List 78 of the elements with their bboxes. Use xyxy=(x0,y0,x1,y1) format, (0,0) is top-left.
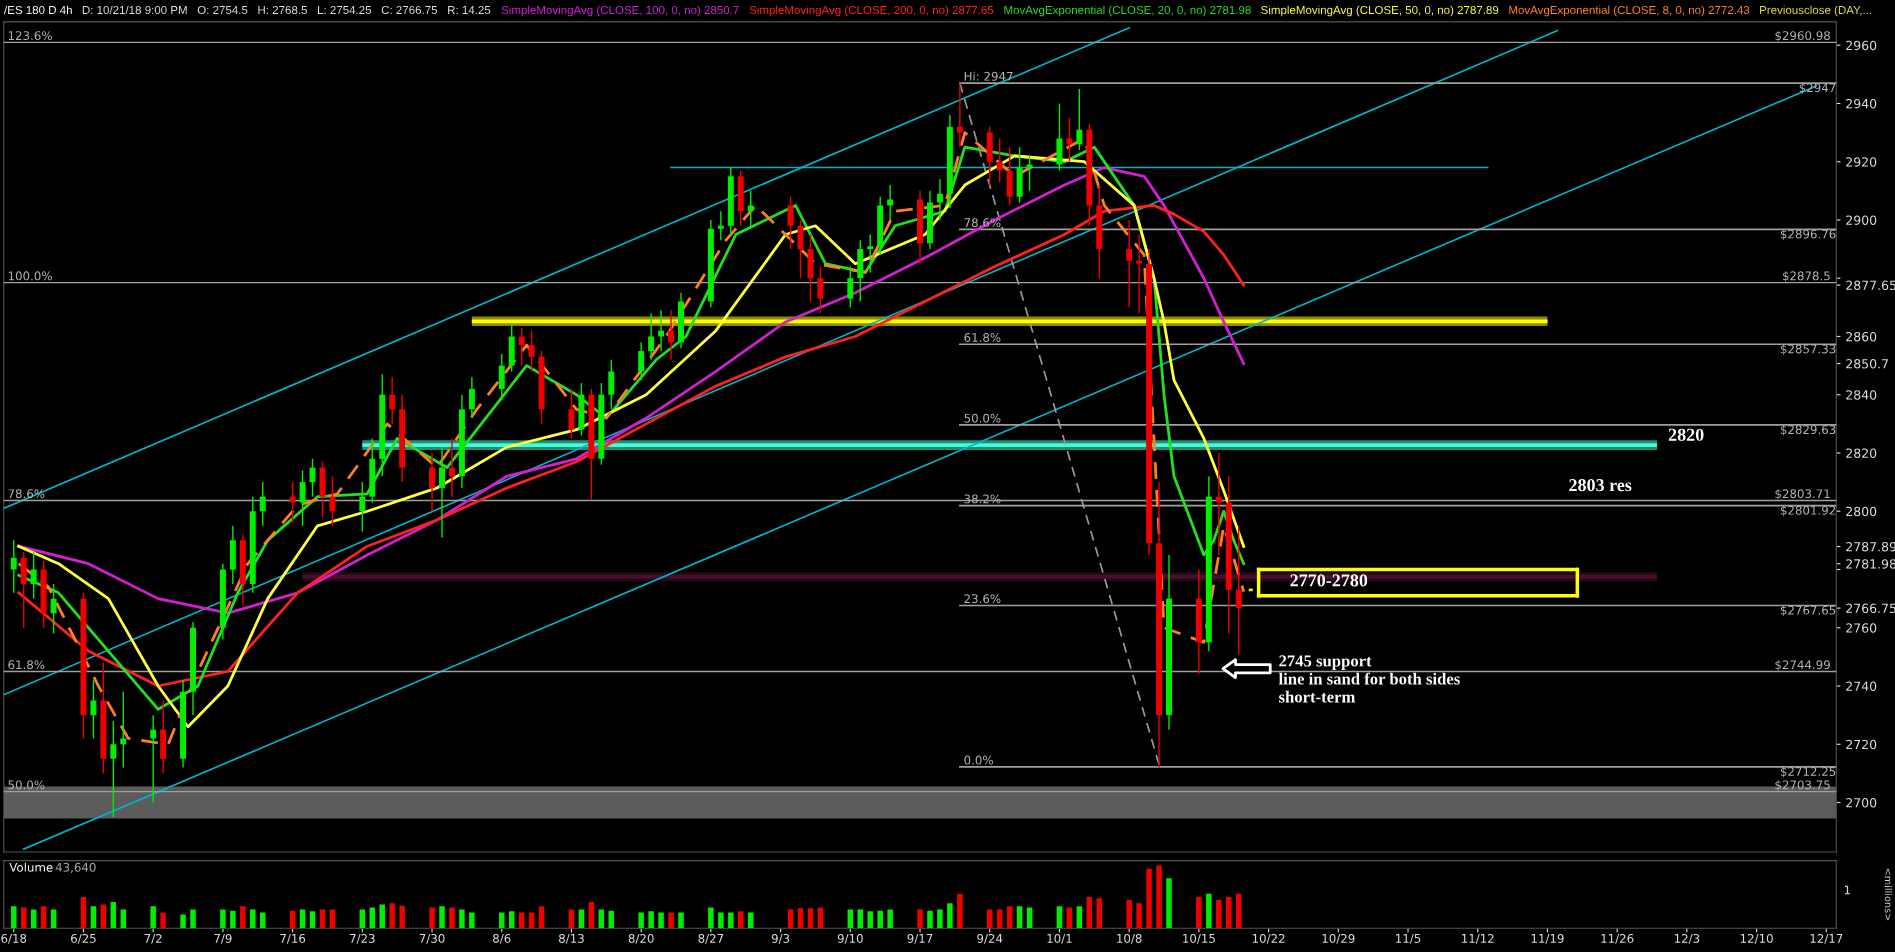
text: SimpleMovingAvg (CLOSE, 200, 0, no) 2877.65 xyxy=(749,5,994,17)
y-tick-label: 2800 xyxy=(1846,506,1877,517)
chart-title: /ES 180 D 4h xyxy=(4,5,72,15)
annotation: 2820 xyxy=(1668,428,1704,441)
ref-line-label: $2744.99 xyxy=(1775,660,1830,671)
annotation: 0.0% xyxy=(964,755,993,765)
chart-subtitle: 43,640 xyxy=(55,862,96,873)
series-label: $2896.76 xyxy=(1780,229,1836,241)
series-label: $2801.92 xyxy=(1780,505,1836,517)
x-tick-label: 9/3 xyxy=(771,933,790,944)
annotation: 23.6% xyxy=(964,594,1001,604)
y-tick-label: 2860 xyxy=(1846,331,1877,342)
x-tick-label: 10/29 xyxy=(1322,933,1355,944)
annotation: 2745 support line in sand for both sides short-term xyxy=(1278,655,1460,703)
annotation: 50.0% xyxy=(964,413,1001,423)
x-tick-label: 12/10 xyxy=(1740,933,1773,944)
y-tick-label: 2920 xyxy=(1846,157,1877,167)
x-tick-label: 10/15 xyxy=(1183,933,1215,944)
x-tick-label: 8/6 xyxy=(493,933,511,944)
x-tick-label: 9/10 xyxy=(837,933,863,944)
y-tick-label: 2766.75 xyxy=(1846,603,1895,614)
ref-line-label: $2878.5 xyxy=(1782,271,1830,282)
x-tick-label: 10/8 xyxy=(1117,933,1142,944)
x-tick-label: 8/13 xyxy=(559,933,584,944)
y-tick-label: 2720 xyxy=(1846,739,1877,750)
annotation: 61.8% xyxy=(964,333,1001,342)
x-tick-label: 6/25 xyxy=(71,933,96,944)
y-tick-label: 2820 xyxy=(1846,448,1877,458)
text: 1 xyxy=(1844,885,1851,895)
x-tick-label: 7/2 xyxy=(144,933,162,944)
x-tick-label: 9/17 xyxy=(907,933,933,944)
series-label: $2767.65 xyxy=(1780,605,1836,617)
x-tick-label: 12/17 xyxy=(1810,933,1843,944)
x-tick-label: 10/1 xyxy=(1047,933,1072,944)
x-tick-label: 12/3 xyxy=(1674,933,1700,944)
x-tick-label: 7/16 xyxy=(280,933,306,944)
y-tick-label: 2877.65 xyxy=(1846,280,1895,290)
y-tick-label: 2960 xyxy=(1846,40,1877,51)
text: MovAvgExponential (CLOSE, 8, 0, no) 2772.43 xyxy=(1509,5,1750,17)
annotation: 50.0% xyxy=(8,780,45,790)
text: SimpleMovingAvg (CLOSE, 50, 0, no) 2787.89 xyxy=(1261,5,1499,17)
y-tick-label: 2700 xyxy=(1846,797,1877,808)
y-axis-title: <millions> xyxy=(1884,868,1893,921)
chart-subtitle: D: 10/21/18 9:00 PM O: 2754.5 H: 2768.5 L: 2754.25 C: 2766.75 R: 14.25 xyxy=(82,5,491,15)
annotation: 123.6% xyxy=(8,31,52,41)
ref-line-label: $2803.71 xyxy=(1775,489,1830,500)
x-tick-label: 11/26 xyxy=(1601,933,1634,944)
x-tick-label: 11/5 xyxy=(1396,934,1421,944)
annotation: 2770-2780 xyxy=(1290,574,1368,587)
y-tick-label: 2900 xyxy=(1846,215,1877,225)
text: Previousclose (DAY,... xyxy=(1760,5,1872,17)
annotation: 2803 res xyxy=(1569,479,1632,492)
x-tick-label: 10/22 xyxy=(1252,933,1285,944)
x-tick-label: 7/23 xyxy=(350,933,375,944)
x-tick-label: 11/12 xyxy=(1462,933,1494,944)
series-label: $2712.25 xyxy=(1780,766,1836,778)
x-tick-label: 7/9 xyxy=(214,933,232,944)
x-tick-label: 11/19 xyxy=(1531,933,1564,944)
annotation: Hi: 2947 xyxy=(964,71,1013,81)
ref-line-label: $2703.75 xyxy=(1775,780,1830,791)
text: SimpleMovingAvg (CLOSE, 100, 0, no) 2850.7 xyxy=(501,5,739,17)
y-tick-label: 2840 xyxy=(1846,390,1877,400)
y-tick-label: 2850.7 xyxy=(1846,359,1888,369)
text: MovAvgExponential (CLOSE, 20, 0, no) 2781.98 xyxy=(1004,5,1251,17)
annotation: 61.8% xyxy=(8,660,45,670)
y-tick-label: 2740 xyxy=(1846,681,1877,691)
ref-line-label: $2960.98 xyxy=(1775,30,1830,42)
chart-title: Volume xyxy=(9,862,53,872)
y-tick-label: 2940 xyxy=(1846,98,1877,109)
x-tick-label: 7/30 xyxy=(419,933,445,944)
y-tick-label: 2760 xyxy=(1846,623,1877,633)
x-tick-label: 8/27 xyxy=(698,933,724,944)
x-tick-label: 9/24 xyxy=(977,933,1003,944)
series-label: $2829.63 xyxy=(1780,424,1836,436)
x-tick-label: 6/18 xyxy=(1,933,27,944)
x-tick-label: 8/20 xyxy=(628,933,654,944)
annotation: 100.0% xyxy=(8,271,52,281)
series-label: $2857.33 xyxy=(1780,344,1836,355)
